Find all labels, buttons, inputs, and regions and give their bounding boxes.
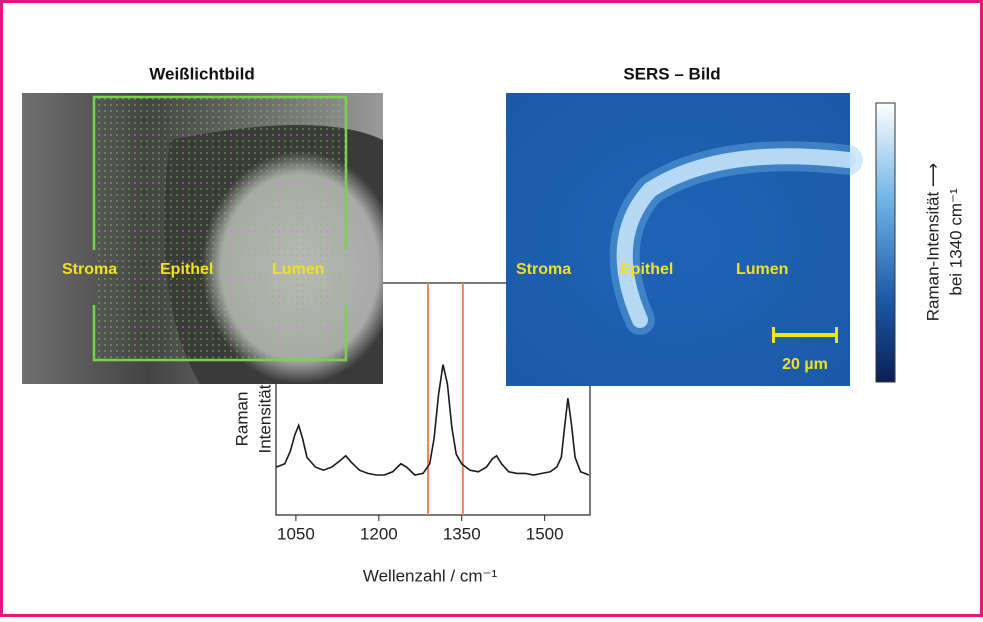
scale-bar-label: 20 µm	[782, 356, 828, 373]
region-label: Lumen	[272, 261, 324, 278]
x-tick-label: 1350	[443, 524, 481, 543]
panel-title: SERS – Bild	[623, 64, 720, 83]
colorbar-label: bei 1340 cm⁻¹	[946, 188, 965, 296]
white-light-image	[22, 93, 383, 384]
region-label: Epithel	[160, 261, 213, 278]
sers-image	[506, 93, 850, 386]
region-label: Lumen	[736, 261, 788, 278]
colorbar	[876, 103, 895, 382]
panel-title: Weißlichtbild	[149, 64, 254, 83]
region-label: Stroma	[62, 261, 117, 278]
x-tick-label: 1500	[526, 524, 564, 543]
region-label: Stroma	[516, 261, 571, 278]
colorbar-label: Raman-Intensität ⟶	[923, 163, 942, 322]
figure: 1050 1200 1350 1500 Wellenzahl / cm⁻¹ RamanIn…	[0, 0, 983, 617]
y-axis-label: Intensität	[255, 384, 274, 453]
y-axis-label: Raman	[232, 392, 251, 447]
x-axis-label: Wellenzahl / cm⁻¹	[363, 566, 498, 585]
x-tick-label: 1200	[360, 524, 398, 543]
region-label: Epithel	[620, 261, 673, 278]
x-tick-label: 1050	[277, 524, 315, 543]
